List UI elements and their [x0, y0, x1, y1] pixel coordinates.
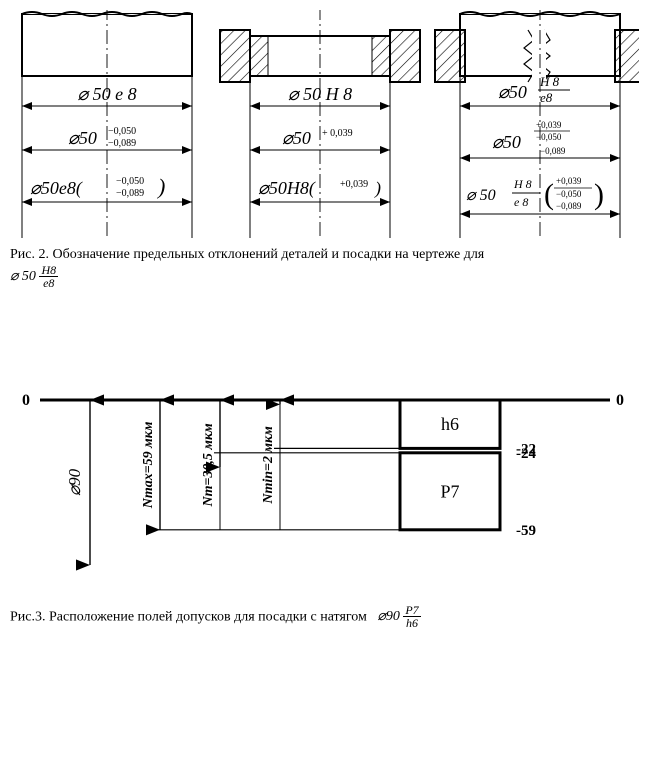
frac-den: e8 — [540, 90, 553, 105]
fig2-caption-dim: ⌀ 50 H8 e8 — [10, 269, 58, 284]
dim-text: ⌀50 — [492, 132, 521, 152]
sup-den: −0,050 — [536, 132, 562, 142]
dim-text: ⌀ 50 H 8 — [288, 84, 352, 104]
fig3-caption-dim: ⌀90 P7 h6 — [377, 609, 420, 624]
frac-num: H 8 — [539, 74, 560, 89]
figure-2: ⌀ 50 e 8 ⌀50 −0,050 −0,089 ⌀50e8( −0,050… — [10, 10, 639, 290]
frac-num: P7 — [403, 604, 420, 617]
diameter-label: ⌀90 — [65, 468, 84, 496]
sub: −0,089 — [116, 188, 144, 199]
fig2-svg: ⌀ 50 e 8 ⌀50 −0,050 −0,089 ⌀50e8( −0,050… — [10, 10, 639, 240]
dim-text: ⌀50 — [498, 82, 527, 102]
tail: ) — [374, 178, 381, 199]
frac-den: e8 — [39, 277, 58, 289]
figure-3: 00h6P7-22-24-59⌀90Nmax=59 мкмNm=30,5 мкм… — [10, 370, 639, 630]
tail: ) — [156, 174, 165, 199]
sup: + 0,039 — [322, 128, 353, 139]
fig2-caption: Рис. 2. Обозначение предельных отклонени… — [10, 245, 639, 290]
fig3-caption: Рис.3. Расположение полей допусков для п… — [10, 605, 639, 630]
dim-text: ⌀50 — [68, 128, 97, 148]
zero-right: 0 — [616, 392, 624, 409]
dim-text: ⌀50e8( — [30, 178, 83, 199]
paren: ( — [544, 178, 554, 211]
measure-label: Nmax=59 мкм — [141, 421, 156, 509]
fig3-svg: 00h6P7-22-24-59⌀90Nmax=59 мкмNm=30,5 мкм… — [10, 370, 639, 580]
fig2-col2: ⌀ 50 H 8 ⌀50 + 0,039 ⌀50H8( +0,039 ) — [220, 10, 420, 240]
tolerance-box-label: h6 — [441, 414, 459, 434]
frac-num: H8 — [39, 264, 58, 277]
dim-text: ⌀50H8( — [258, 178, 316, 199]
dim-text: ⌀ 50 — [466, 187, 496, 204]
paren-den: −0,089 — [556, 201, 582, 211]
dim-prefix: ⌀90 — [377, 609, 399, 624]
sub: −0,089 — [540, 146, 566, 156]
measure-label: Nmin=2 мкм — [261, 425, 276, 504]
fig2-col3: ⌀50 H 8 e8 ⌀50 +0,039 −0,050 −0,089 ⌀ 50… — [435, 10, 639, 240]
bush-drawing — [220, 10, 420, 240]
dim-text: ⌀ 50 e 8 — [77, 84, 136, 104]
tick-label: -59 — [516, 522, 536, 538]
sup: −0,050 — [116, 176, 144, 187]
sub: −0,089 — [108, 138, 136, 149]
dim-text: ⌀50 — [282, 128, 311, 148]
tick-label: -24 — [516, 445, 536, 461]
fig2-col1: ⌀ 50 e 8 ⌀50 −0,050 −0,089 ⌀50e8( −0,050… — [22, 10, 192, 240]
paren: ) — [594, 178, 604, 211]
paren-num: +0,039 — [556, 176, 582, 186]
frac-den: e 8 — [514, 195, 528, 209]
frac-den: h6 — [403, 617, 420, 629]
fig3-caption-lead: Рис.3. Расположение полей допусков для п… — [10, 609, 367, 624]
dim-prefix: ⌀ 50 — [10, 269, 36, 284]
paren-mid: −0,050 — [556, 189, 582, 199]
frac-num: H 8 — [513, 177, 532, 191]
measure-label: Nm=30,5 мкм — [201, 422, 216, 507]
tolerance-box-label: P7 — [440, 481, 459, 501]
sup: +0,039 — [340, 179, 368, 190]
sup-num: +0,039 — [536, 120, 562, 130]
fig2-caption-lead: Рис. 2. Обозначение предельных отклонени… — [10, 247, 484, 262]
zero-left: 0 — [22, 392, 30, 409]
shaft-drawing — [22, 10, 192, 240]
sup: −0,050 — [108, 126, 136, 137]
